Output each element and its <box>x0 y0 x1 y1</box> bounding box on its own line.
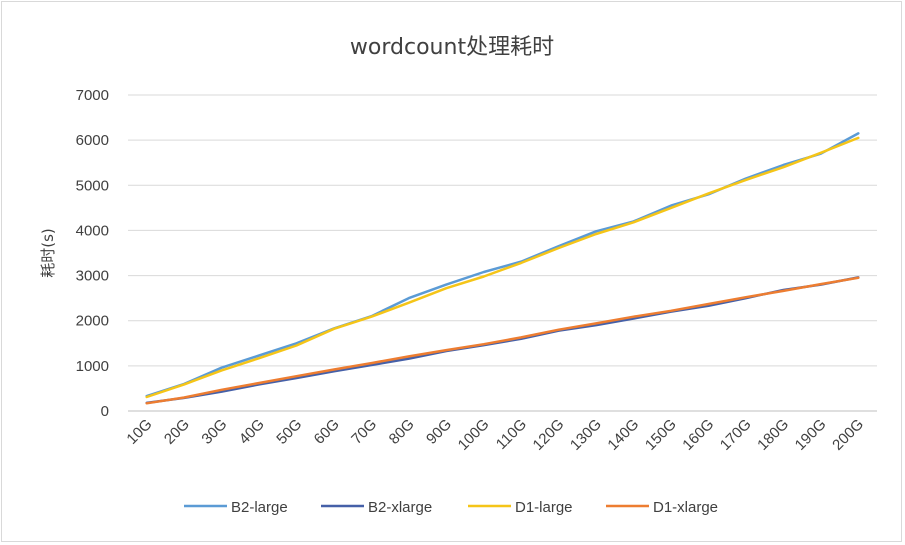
x-tick-label: 100G <box>455 416 493 454</box>
x-tick-label: 20G <box>161 416 193 448</box>
x-tick-label: 30G <box>198 416 230 448</box>
x-tick-label: 90G <box>423 416 455 448</box>
x-tick-label: 40G <box>236 416 268 448</box>
y-tick-label: 6000 <box>76 132 109 149</box>
legend-label: D1-xlarge <box>653 499 718 516</box>
x-tick-label: 200G <box>829 416 867 454</box>
x-tick-label: 110G <box>493 416 530 453</box>
legend: B2-large B2-xlarge D1-large D1-xlarge <box>184 499 718 516</box>
x-tick-label: 60G <box>311 416 343 448</box>
x-tick-label: 140G <box>604 416 642 454</box>
legend-label: B2-large <box>231 499 288 516</box>
x-tick-label: 10G <box>123 416 155 448</box>
x-tick-label: 120G <box>530 416 568 454</box>
series-line-b2-large <box>145 132 860 398</box>
x-tick-label: 50G <box>273 416 305 448</box>
x-tick-label: 170G <box>717 416 755 454</box>
x-tick-label: 80G <box>386 416 418 448</box>
x-tick-labels: 10G 20G 30G 40G 50G 60G 70G 80G 90G 100G 110G 120G 1… <box>123 416 867 454</box>
y-tick-label: 0 <box>101 403 109 420</box>
x-tick-label: 190G <box>792 416 830 454</box>
chart-title: wordcount处理耗时 <box>350 35 554 60</box>
legend-label: D1-large <box>515 499 573 516</box>
y-tick-label: 7000 <box>76 87 109 104</box>
series-line-d1-large <box>145 136 860 399</box>
y-tick-label: 1000 <box>76 358 109 375</box>
series-lines <box>145 132 860 405</box>
x-tick-label: 160G <box>679 416 717 454</box>
y-tick-label: 5000 <box>76 177 109 194</box>
legend-label: B2-xlarge <box>368 499 432 516</box>
x-tick-label: 180G <box>754 416 792 454</box>
series-line-d1-xlarge <box>145 276 860 405</box>
x-tick-label: 130G <box>567 416 605 454</box>
y-tick-label: 2000 <box>76 313 109 330</box>
y-tick-label: 3000 <box>76 268 109 285</box>
y-axis-label: 耗时(s) <box>39 228 57 278</box>
x-tick-label: 70G <box>348 416 380 448</box>
y-tick-label: 4000 <box>76 222 109 239</box>
x-tick-label: 150G <box>642 416 680 454</box>
y-tick-labels: 0 1000 2000 3000 4000 5000 6000 7000 <box>76 87 109 420</box>
grid-lines <box>128 94 877 412</box>
